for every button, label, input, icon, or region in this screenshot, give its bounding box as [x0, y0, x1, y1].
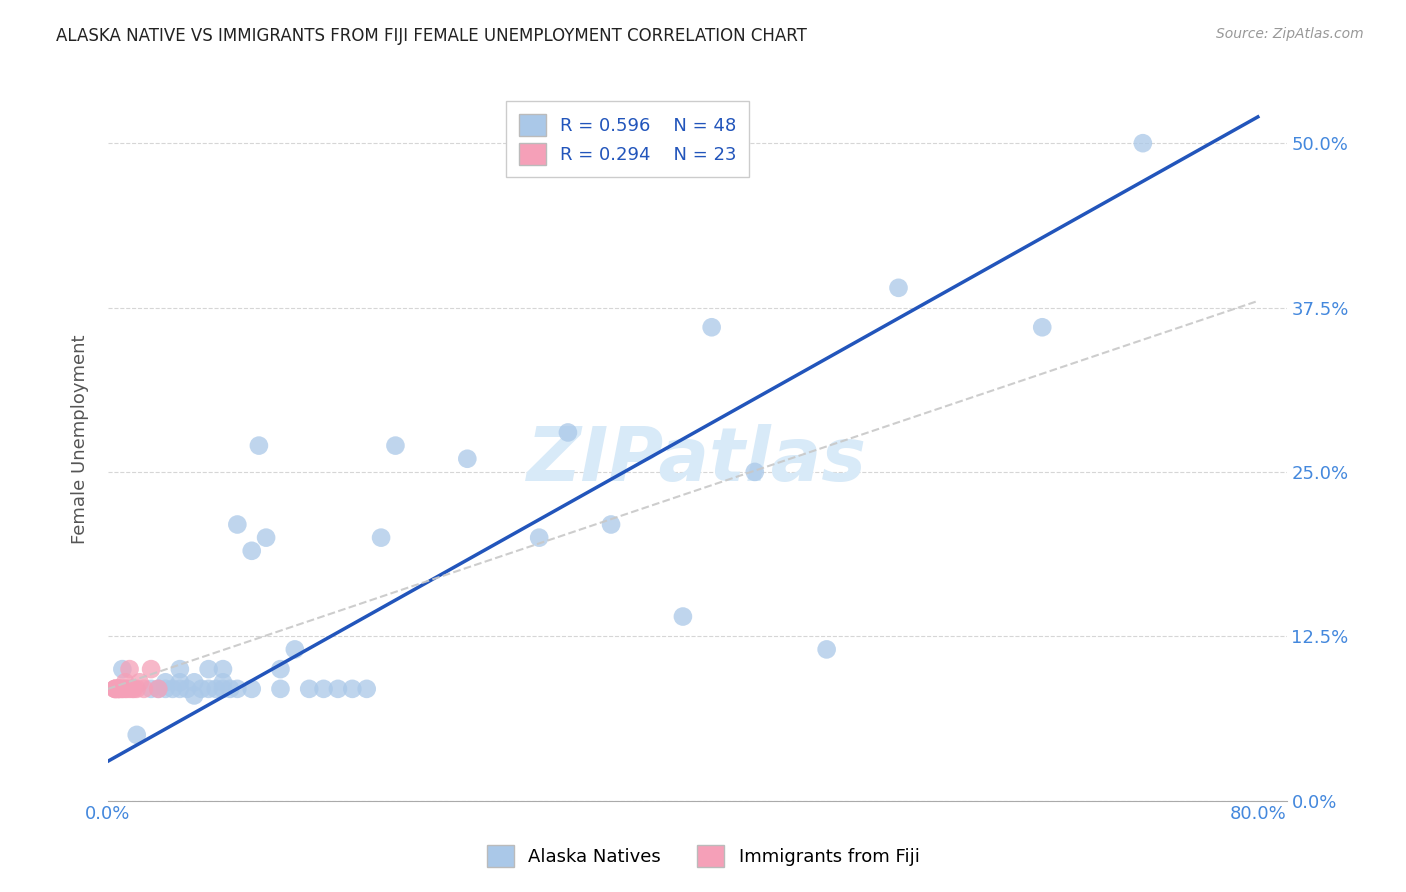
Point [118, 681, 141, 696]
Point [104, 681, 127, 696]
Point [240, 681, 263, 696]
Point [162, 681, 184, 696]
Point [155, 675, 177, 690]
Legend: R = 0.596    N = 48, R = 0.294    N = 23: R = 0.596 N = 48, R = 0.294 N = 23 [506, 101, 749, 178]
Point [107, 681, 129, 696]
Point [815, 642, 838, 657]
Point [342, 681, 364, 696]
Y-axis label: Female Unemployment: Female Unemployment [72, 334, 89, 544]
Point [104, 681, 127, 696]
Point [197, 662, 219, 676]
Point [107, 681, 129, 696]
Point [111, 662, 134, 676]
Point [108, 681, 131, 696]
Point [169, 681, 191, 696]
Point [169, 675, 191, 690]
Point [600, 517, 623, 532]
Point [527, 531, 550, 545]
Point [887, 281, 910, 295]
Point [672, 609, 695, 624]
Point [139, 662, 162, 676]
Point [212, 681, 235, 696]
Point [104, 681, 127, 696]
Point [384, 439, 406, 453]
Point [118, 662, 141, 676]
Point [125, 681, 148, 696]
Point [190, 681, 212, 696]
Point [240, 543, 263, 558]
Point [183, 689, 205, 703]
Point [104, 681, 127, 696]
Point [132, 681, 155, 696]
Point [456, 451, 478, 466]
Point [111, 681, 134, 696]
Point [356, 681, 378, 696]
Point [197, 681, 219, 696]
Point [226, 517, 249, 532]
Point [111, 681, 134, 696]
Point [148, 681, 170, 696]
Point [212, 662, 235, 676]
Point [269, 681, 291, 696]
Point [557, 425, 579, 440]
Point [744, 465, 766, 479]
Point [1132, 136, 1154, 151]
Point [370, 531, 392, 545]
Point [128, 675, 150, 690]
Point [212, 675, 235, 690]
Point [219, 681, 242, 696]
Point [700, 320, 723, 334]
Point [226, 681, 249, 696]
Point [107, 681, 129, 696]
Point [204, 681, 226, 696]
Point [326, 681, 349, 696]
Point [114, 675, 136, 690]
Point [247, 439, 270, 453]
Point [269, 662, 291, 676]
Point [298, 681, 321, 696]
Point [121, 681, 143, 696]
Point [1031, 320, 1053, 334]
Point [312, 681, 335, 696]
Point [122, 681, 145, 696]
Point [114, 681, 136, 696]
Text: ALASKA NATIVE VS IMMIGRANTS FROM FIJI FEMALE UNEMPLOYMENT CORRELATION CHART: ALASKA NATIVE VS IMMIGRANTS FROM FIJI FE… [56, 27, 807, 45]
Point [115, 681, 138, 696]
Text: ZIPatlas: ZIPatlas [527, 425, 868, 497]
Point [284, 642, 307, 657]
Point [169, 662, 191, 676]
Point [139, 681, 162, 696]
Point [125, 728, 148, 742]
Point [176, 681, 198, 696]
Legend: Alaska Natives, Immigrants from Fiji: Alaska Natives, Immigrants from Fiji [479, 838, 927, 874]
Point [254, 531, 277, 545]
Point [148, 681, 170, 696]
Point [183, 675, 205, 690]
Text: Source: ZipAtlas.com: Source: ZipAtlas.com [1216, 27, 1364, 41]
Point [155, 681, 177, 696]
Point [108, 681, 131, 696]
